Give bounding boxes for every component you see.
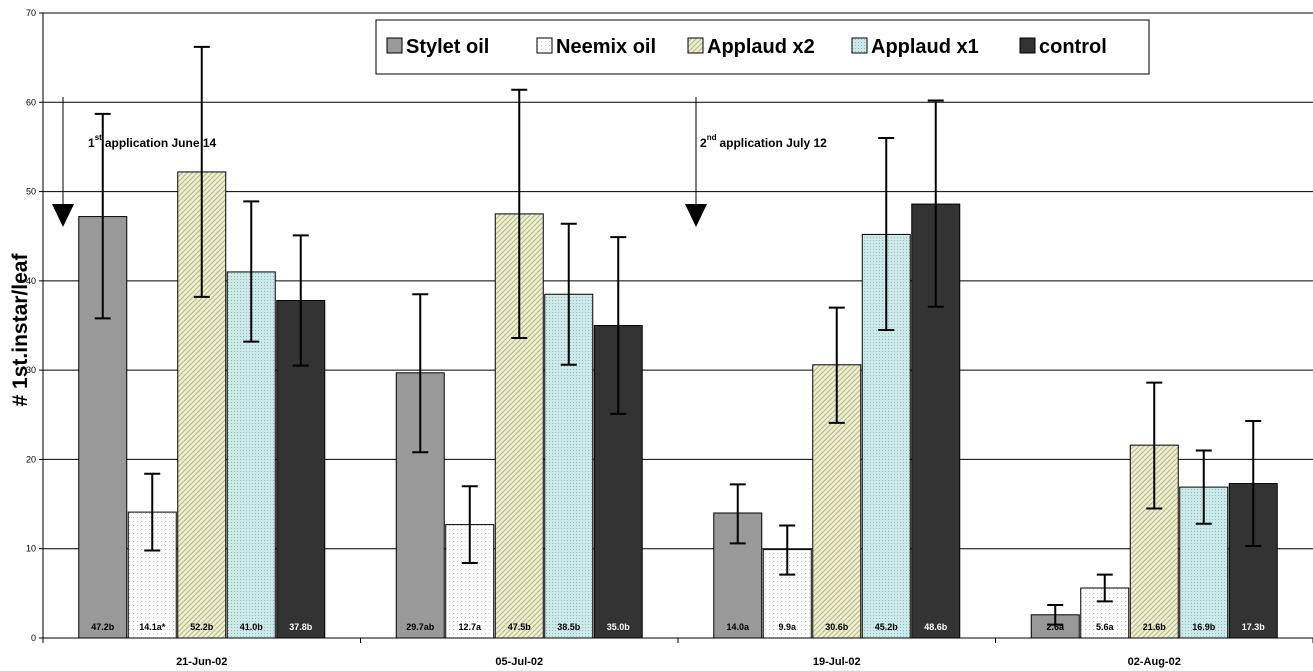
- data-label-applaud-x2-05-jul-02: 47.5b: [508, 622, 532, 632]
- y-axis: 0 10 20 30 40 50 60 70: [26, 8, 44, 643]
- data-label-neemix-oil-05-jul-02: 12.7a: [458, 622, 482, 632]
- legend-label-applaud-x2: Applaud x2: [707, 36, 815, 58]
- data-labels: 47.2b 14.1a* 52.2b 41.0b 37.8b 29.7ab 12.7a 47.…: [91, 622, 1265, 632]
- data-label-stylet-oil-02-aug-02: 2.6a: [1046, 622, 1065, 632]
- annotation-suffix-2: nd: [707, 133, 717, 142]
- data-label-applaud-x1-05-jul-02: 38.5b: [557, 622, 581, 632]
- arrow-down-icon: [685, 204, 707, 227]
- legend-swatch-stylet-oil: [386, 37, 403, 54]
- x-tick-label-19-jul-02: 19-Jul-02: [813, 656, 861, 668]
- legend-swatch-applaud-x2: [687, 37, 704, 54]
- data-label-control-19-jul-02: 48.6b: [924, 622, 948, 632]
- data-label-control-02-aug-02: 17.3b: [1242, 622, 1266, 632]
- y-tick-label-70: 70: [26, 8, 36, 18]
- data-label-stylet-oil-05-jul-02: 29.7ab: [406, 622, 435, 632]
- y-axis-label: # 1st.instar/leaf: [9, 253, 32, 407]
- legend-label-control: control: [1039, 36, 1107, 58]
- y-tick-label-20: 20: [26, 454, 36, 464]
- data-label-neemix-oil-02-aug-02: 5.6a: [1096, 622, 1115, 632]
- bars: [78, 171, 1278, 639]
- data-label-neemix-oil-21-jun-02: 14.1a*: [139, 622, 166, 632]
- y-tick-label-40: 40: [26, 276, 36, 286]
- legend: Stylet oil Neemix oil Applaud x2 Applaud…: [375, 19, 1150, 75]
- legend-swatch-neemix-oil: [536, 37, 553, 54]
- error-bars: [94, 45, 1262, 626]
- x-tick-label-05-jul-02: 05-Jul-02: [495, 656, 543, 668]
- data-label-control-05-jul-02: 35.0b: [607, 622, 631, 632]
- legend-label-applaud-x1: Applaud x1: [871, 36, 979, 58]
- legend-label-neemix-oil: Neemix oil: [556, 36, 656, 58]
- y-tick-label-10: 10: [26, 544, 36, 554]
- y-tick-label-30: 30: [26, 365, 36, 375]
- annotation-suffix-1: st: [95, 133, 102, 142]
- data-label-applaud-x2-02-aug-02: 21.6b: [1143, 622, 1167, 632]
- arrow-down-icon: [52, 204, 74, 227]
- y-tick-label-50: 50: [26, 187, 36, 197]
- data-label-applaud-x2-19-jul-02: 30.6b: [825, 622, 849, 632]
- y-tick-label-0: 0: [31, 633, 36, 643]
- data-label-stylet-oil-19-jul-02: 14.0a: [726, 622, 750, 632]
- annotation-ordinal-2: 2: [700, 136, 707, 150]
- annotation-ordinal-1: 1: [88, 136, 95, 150]
- data-label-applaud-x1-02-aug-02: 16.9b: [1192, 622, 1216, 632]
- x-axis: 21-Jun-02 05-Jul-02 19-Jul-02 02-Aug-02: [42, 637, 1313, 668]
- data-label-applaud-x1-21-jun-02: 41.0b: [240, 622, 264, 632]
- annotation-text-1: application June 14: [105, 136, 217, 150]
- bar-control-19-jul-02: [911, 203, 961, 639]
- x-tick-label-21-jun-02: 21-Jun-02: [176, 656, 227, 668]
- legend-swatch-applaud-x1: [851, 37, 868, 54]
- annotation-second-application: 2nd application July 12: [685, 97, 827, 227]
- legend-swatch-control: [1019, 37, 1036, 54]
- legend-label-stylet-oil: Stylet oil: [406, 36, 489, 58]
- x-tick-label-02-aug-02: 02-Aug-02: [1128, 656, 1181, 668]
- data-label-neemix-oil-19-jul-02: 9.9a: [778, 622, 797, 632]
- data-label-applaud-x2-21-jun-02: 52.2b: [190, 622, 214, 632]
- annotation-first-application: 1st application June 14: [52, 97, 217, 227]
- data-label-control-21-jun-02: 37.8b: [289, 622, 313, 632]
- data-label-applaud-x1-19-jul-02: 45.2b: [875, 622, 899, 632]
- y-tick-label-60: 60: [26, 97, 36, 107]
- data-label-stylet-oil-21-jun-02: 47.2b: [91, 622, 115, 632]
- annotation-text-2: application July 12: [719, 136, 827, 150]
